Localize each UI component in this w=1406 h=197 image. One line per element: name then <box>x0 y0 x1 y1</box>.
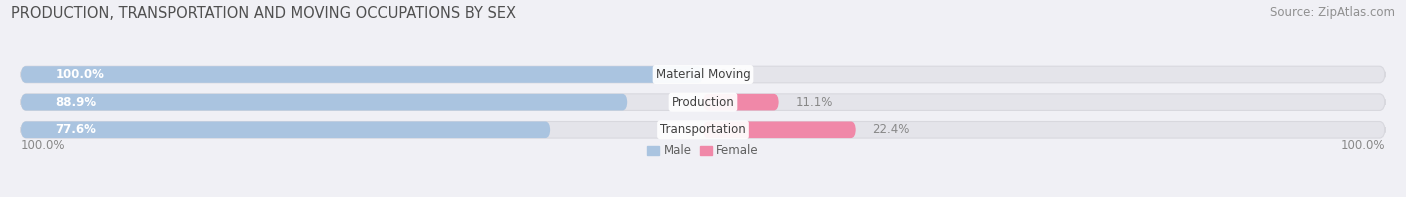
Text: 77.6%: 77.6% <box>56 123 97 136</box>
FancyBboxPatch shape <box>21 122 550 138</box>
Text: 100.0%: 100.0% <box>56 68 104 81</box>
FancyBboxPatch shape <box>21 66 1385 83</box>
FancyBboxPatch shape <box>21 66 703 83</box>
Text: Source: ZipAtlas.com: Source: ZipAtlas.com <box>1270 6 1395 19</box>
FancyBboxPatch shape <box>703 122 856 138</box>
Text: 88.9%: 88.9% <box>56 96 97 109</box>
Text: Material Moving: Material Moving <box>655 68 751 81</box>
Text: 11.1%: 11.1% <box>796 96 832 109</box>
FancyBboxPatch shape <box>21 94 627 111</box>
Text: PRODUCTION, TRANSPORTATION AND MOVING OCCUPATIONS BY SEX: PRODUCTION, TRANSPORTATION AND MOVING OC… <box>11 6 516 21</box>
Text: Production: Production <box>672 96 734 109</box>
Text: 100.0%: 100.0% <box>1340 139 1385 152</box>
Text: 100.0%: 100.0% <box>21 139 66 152</box>
Text: 0.0%: 0.0% <box>720 68 749 81</box>
Legend: Male, Female: Male, Female <box>643 140 763 162</box>
Text: 22.4%: 22.4% <box>873 123 910 136</box>
Text: Transportation: Transportation <box>661 123 745 136</box>
FancyBboxPatch shape <box>703 94 779 111</box>
FancyBboxPatch shape <box>21 94 1385 111</box>
FancyBboxPatch shape <box>21 122 1385 138</box>
